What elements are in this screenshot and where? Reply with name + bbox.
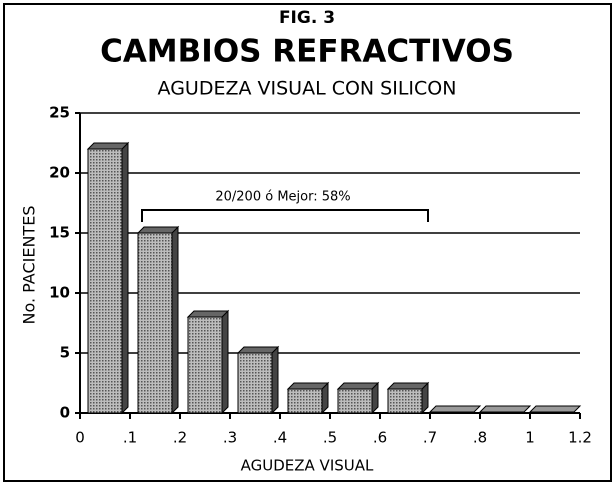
chart-subtitle: AGUDEZA VISUAL CON SILICON [158, 78, 457, 100]
y-tick-label: 10 [49, 284, 70, 302]
x-tick-label: .6 [373, 429, 387, 447]
bar [137, 232, 173, 414]
y-tick-label: 5 [60, 344, 70, 362]
bar [478, 405, 532, 413]
annotation: 20/200 ó Mejor: 58% [215, 190, 350, 205]
bar-top [286, 382, 330, 390]
bar-side [221, 309, 229, 415]
y-axis-label: No. PACIENTES [20, 206, 39, 325]
bar-top [236, 346, 280, 354]
bar [428, 405, 482, 413]
bar-side [271, 345, 279, 415]
x-tick-label: .1 [123, 429, 137, 447]
bar [387, 388, 423, 414]
chart-title: CAMBIOS REFRACTIVOS [100, 34, 514, 70]
x-tick-label: 0 [75, 429, 85, 447]
bar [287, 388, 323, 414]
x-tick-label: .5 [323, 429, 337, 447]
x-tick-label: 1.2 [568, 429, 592, 447]
x-tick-label: .4 [273, 429, 287, 447]
bar [187, 316, 223, 414]
y-tick-label: 25 [49, 104, 70, 122]
frame [3, 3, 612, 482]
bar-top [86, 142, 130, 150]
bar-side [121, 141, 129, 415]
bar-top [136, 226, 180, 234]
bar [528, 405, 582, 413]
bar [237, 352, 273, 414]
x-tick-label: 1 [525, 429, 535, 447]
x-tick-label: .8 [473, 429, 487, 447]
x-tick-label: .7 [423, 429, 437, 447]
bar [337, 388, 373, 414]
bracket [141, 209, 429, 222]
y-tick-label: 15 [49, 224, 70, 242]
y-tick-label: 20 [49, 164, 70, 182]
bar-top [186, 310, 230, 318]
bar-side [171, 225, 179, 415]
bar-top [336, 382, 380, 390]
x-axis-label: AGUDEZA VISUAL [241, 457, 374, 475]
y-tick-label: 0 [60, 404, 70, 422]
fig-label: FIG. 3 [279, 8, 335, 28]
bar [87, 148, 123, 414]
x-tick-label: .3 [223, 429, 237, 447]
x-tick-label: .2 [173, 429, 187, 447]
bar-top [386, 382, 430, 390]
